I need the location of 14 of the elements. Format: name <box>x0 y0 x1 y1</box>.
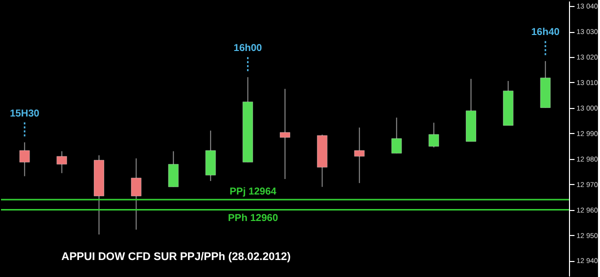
candlestick <box>130 158 142 230</box>
annotation: 16h00 <box>234 43 262 54</box>
annotation: APPUI DOW CFD SUR PPJ/PPh (28.02.2012) <box>61 251 291 263</box>
annotation: 16h40 <box>531 27 560 38</box>
candlestick <box>391 117 402 154</box>
ref-line-label: PPj 12964 <box>230 186 277 198</box>
annotation: 15H30 <box>10 108 40 120</box>
candlestick <box>19 142 30 177</box>
candlestick <box>56 150 68 174</box>
candlestick <box>168 150 179 188</box>
candlestick <box>354 127 365 184</box>
ref-line-label: PPh 12960 <box>228 212 278 224</box>
candlestick <box>280 88 290 180</box>
candlestick <box>428 122 440 148</box>
